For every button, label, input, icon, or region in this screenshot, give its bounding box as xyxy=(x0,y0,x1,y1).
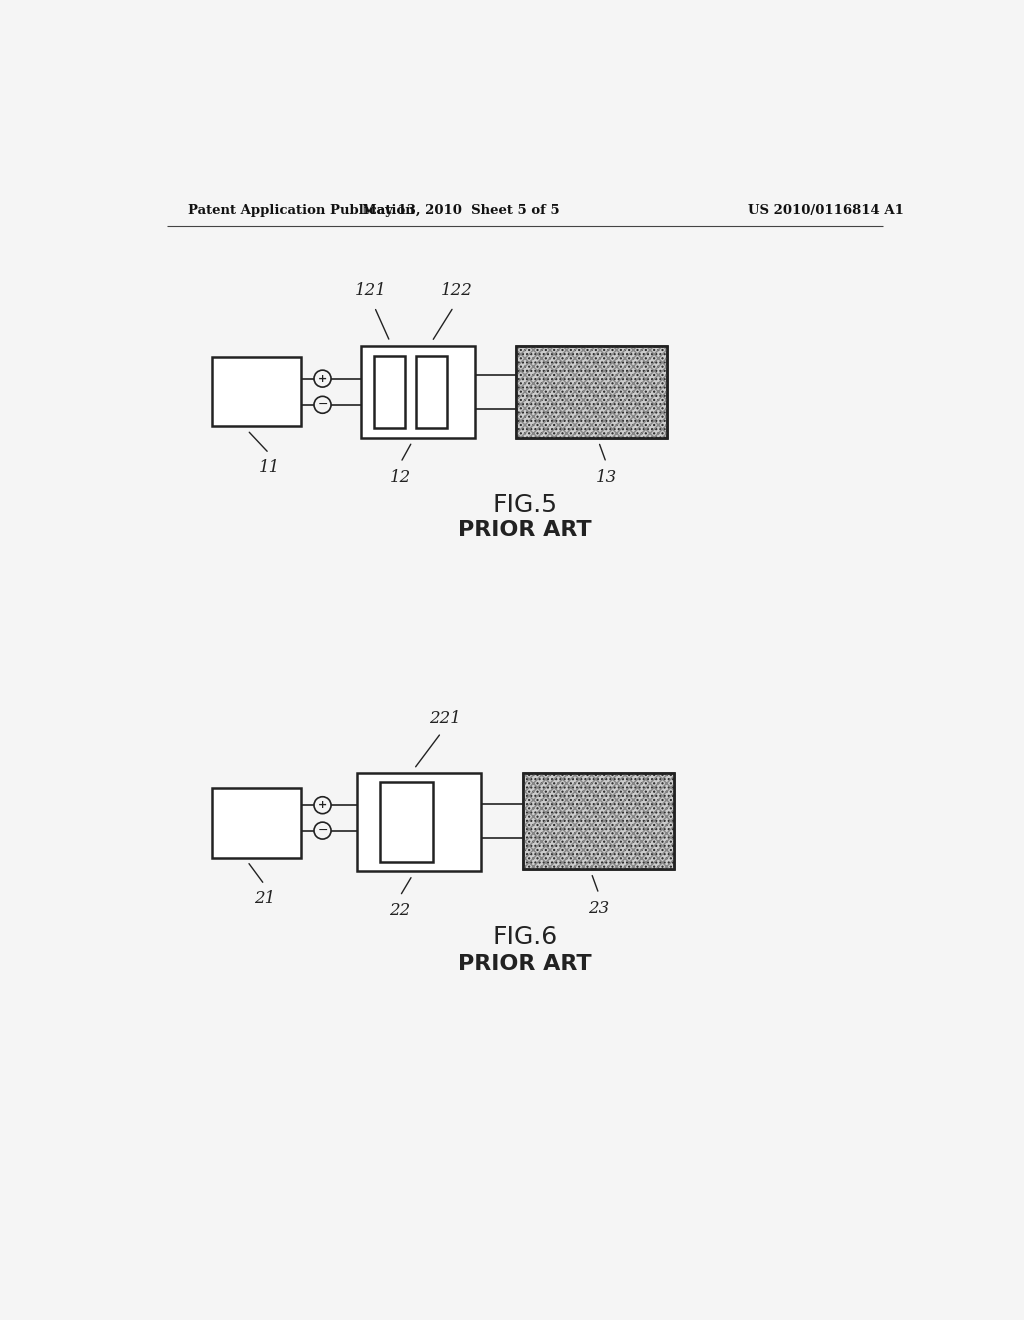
Text: PRIOR ART: PRIOR ART xyxy=(458,954,592,974)
Text: +: + xyxy=(317,800,327,810)
Bar xyxy=(360,346,475,438)
Text: 122: 122 xyxy=(440,282,472,300)
Text: 22: 22 xyxy=(389,903,411,919)
Text: 121: 121 xyxy=(354,282,386,300)
Bar xyxy=(523,774,675,869)
Bar xyxy=(212,358,301,426)
Bar xyxy=(380,781,432,862)
Text: −: − xyxy=(317,399,328,412)
Text: 11: 11 xyxy=(258,459,280,475)
Bar xyxy=(417,356,447,428)
Bar xyxy=(515,346,667,438)
Bar xyxy=(356,774,480,871)
Text: Patent Application Publication: Patent Application Publication xyxy=(188,205,415,218)
Text: FIG.6: FIG.6 xyxy=(493,924,557,949)
Text: PRIOR ART: PRIOR ART xyxy=(458,520,592,540)
Text: May 13, 2010  Sheet 5 of 5: May 13, 2010 Sheet 5 of 5 xyxy=(362,205,560,218)
Text: FIG.5: FIG.5 xyxy=(493,494,557,517)
Text: 13: 13 xyxy=(596,469,616,486)
Bar xyxy=(523,774,675,869)
Bar xyxy=(212,788,301,858)
Text: 21: 21 xyxy=(254,890,275,907)
Text: +: + xyxy=(317,374,327,384)
Text: 221: 221 xyxy=(429,710,461,726)
Text: 23: 23 xyxy=(588,900,609,917)
Bar xyxy=(375,356,406,428)
Bar xyxy=(515,346,667,438)
Text: 12: 12 xyxy=(390,469,412,486)
Text: −: − xyxy=(317,824,328,837)
Bar xyxy=(515,346,667,438)
Bar xyxy=(523,774,675,869)
Bar xyxy=(523,774,675,869)
Bar xyxy=(515,346,667,438)
Text: US 2010/0116814 A1: US 2010/0116814 A1 xyxy=(748,205,904,218)
